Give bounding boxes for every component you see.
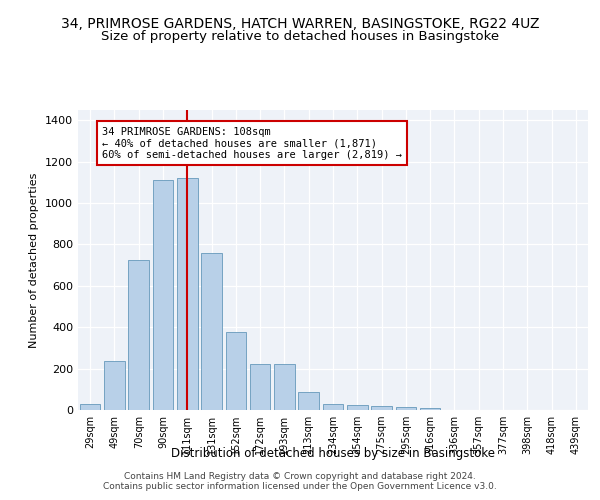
Text: Size of property relative to detached houses in Basingstoke: Size of property relative to detached ho… (101, 30, 499, 43)
Bar (323, 404, 343, 410)
Bar (104, 362, 125, 410)
Y-axis label: Number of detached properties: Number of detached properties (29, 172, 40, 348)
Bar (395, 407, 416, 410)
Bar (80, 404, 100, 410)
Bar (371, 406, 392, 410)
Bar (152, 180, 173, 410)
Bar (274, 364, 295, 410)
Text: Contains public sector information licensed under the Open Government Licence v3: Contains public sector information licen… (103, 482, 497, 491)
Bar (250, 364, 271, 410)
Bar (201, 253, 222, 410)
Bar (347, 405, 368, 410)
Bar (420, 408, 440, 410)
Bar (128, 260, 149, 410)
Text: 34 PRIMROSE GARDENS: 108sqm
← 40% of detached houses are smaller (1,871)
60% of : 34 PRIMROSE GARDENS: 108sqm ← 40% of det… (102, 126, 402, 160)
Text: 34, PRIMROSE GARDENS, HATCH WARREN, BASINGSTOKE, RG22 4UZ: 34, PRIMROSE GARDENS, HATCH WARREN, BASI… (61, 18, 539, 32)
Bar (177, 178, 197, 410)
Bar (226, 332, 246, 410)
Bar (298, 392, 319, 410)
Text: Distribution of detached houses by size in Basingstoke: Distribution of detached houses by size … (171, 448, 495, 460)
Text: Contains HM Land Registry data © Crown copyright and database right 2024.: Contains HM Land Registry data © Crown c… (124, 472, 476, 481)
